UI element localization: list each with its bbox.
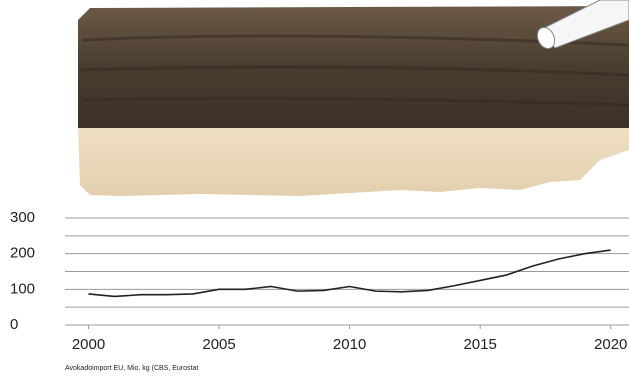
log-illustration bbox=[78, 0, 629, 196]
axes: 0 100 200 300 2000 2005 2010 2015 2020 bbox=[10, 209, 629, 353]
y-tick-label: 300 bbox=[10, 209, 35, 226]
x-tick-label: 2005 bbox=[202, 336, 235, 353]
chart: 0 100 200 300 2000 2005 2010 2015 2020 Avokadoim… bbox=[0, 0, 629, 379]
page: 0 100 200 300 2000 2005 2010 2015 2020 Avokadoim… bbox=[0, 0, 629, 379]
caption: Avokadoimport EU, Mio. kg (CBS, Eurostat bbox=[65, 365, 198, 372]
x-tick-label: 2000 bbox=[72, 336, 105, 353]
y-tick-label: 0 bbox=[10, 316, 18, 333]
y-tick-label: 200 bbox=[10, 245, 35, 262]
x-tick-label: 2020 bbox=[594, 336, 627, 353]
x-tick-label: 2010 bbox=[333, 336, 366, 353]
x-tick-label: 2015 bbox=[463, 336, 496, 353]
y-tick-label: 100 bbox=[10, 280, 35, 297]
